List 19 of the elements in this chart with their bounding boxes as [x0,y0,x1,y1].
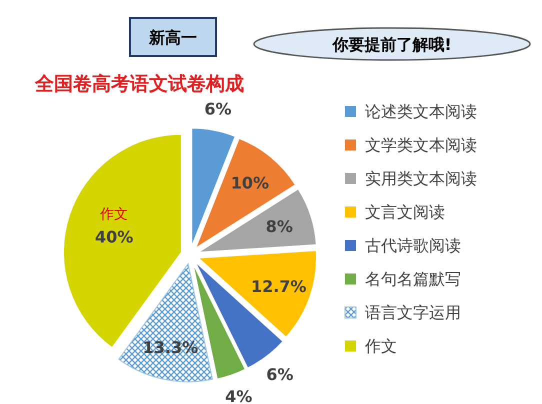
legend-label: 文学类文本阅读 [365,136,477,154]
legend-label: 作文 [364,336,397,356]
data-label: 10% [230,174,270,193]
data-label: 6% [204,100,232,119]
data-label: 8% [266,216,293,236]
legend-label: 论述类文本阅读 [365,102,477,121]
text: 你要提前了解哦! [331,35,452,54]
legend-label: 实用类文本阅读 [365,169,477,188]
data-label: 12.7% [250,276,306,296]
legend-label: 名句名篇默写 [365,270,461,288]
legend-label: 文言文阅读 [365,202,445,222]
chart-title: 全国卷高考语文试卷构成 [34,73,244,95]
data-label: 40% [94,227,134,246]
slice-label: 作文 [99,206,128,222]
data-label: 4% [225,386,252,404]
text: 新高一 [148,28,197,47]
data-label: 6% [266,364,294,384]
legend-label: 语言文字运用 [365,303,461,322]
legend-label: 古代诗歌阅读 [365,236,461,255]
